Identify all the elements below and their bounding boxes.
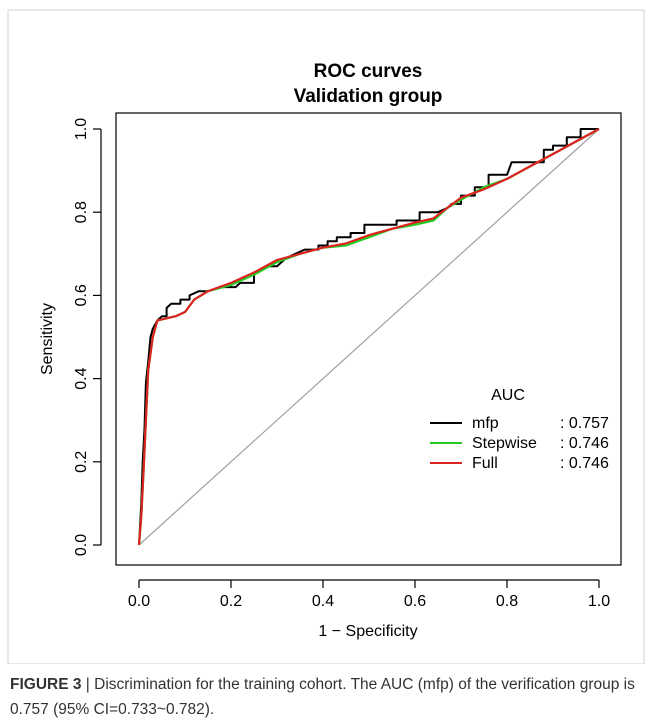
series-layer: [137, 128, 600, 546]
x-axis-label: 1 − Specificity: [318, 623, 417, 640]
series-line-mfp: [138, 128, 599, 546]
y-tick-label: 0.2: [73, 451, 90, 473]
x-tick-label: 0.4: [312, 593, 334, 610]
legend: AUC mfp : 0.757 Stepwise : 0.746 Full : 0.746: [430, 387, 609, 472]
x-tick-label: 0.2: [220, 593, 242, 610]
reference-diagonal-line: [138, 128, 600, 546]
x-tick-label: 1.0: [588, 593, 610, 610]
x-tick-label: 0.8: [496, 593, 518, 610]
figure-panel-border: [7, 9, 645, 664]
legend-auc-stepwise: : 0.746: [560, 435, 609, 452]
legend-label-full: Full: [472, 455, 498, 472]
legend-label-mfp: mfp: [472, 415, 499, 432]
roc-chart: ROC curves Validation group 0.0 0.2 0.4 0.6…: [7, 9, 645, 664]
y-tick-label: 0.4: [73, 367, 90, 389]
y-axis-label: Sensitivity: [39, 303, 56, 375]
y-tick-label: 0.8: [73, 201, 90, 223]
legend-label-stepwise: Stepwise: [472, 435, 537, 452]
series-line-full: [137, 128, 600, 546]
y-tick-label: 0.6: [73, 284, 90, 306]
caption-separator: |: [81, 676, 95, 693]
caption-text: Discrimination for the training cohort. …: [10, 676, 635, 718]
legend-title: AUC: [491, 387, 525, 404]
chart-title: ROC curves: [314, 61, 423, 82]
figure-caption: FIGURE 3 | Discrimination for the traini…: [10, 672, 640, 722]
plot-area: [115, 112, 622, 566]
caption-label: FIGURE 3: [10, 676, 82, 693]
chart-subtitle: Validation group: [294, 86, 443, 107]
y-tick-label: 0.0: [73, 534, 90, 556]
x-tick-label: 0.0: [128, 593, 150, 610]
legend-auc-full: : 0.746: [560, 455, 609, 472]
x-tick-label: 0.6: [404, 593, 426, 610]
y-tick-label: 1.0: [73, 118, 90, 140]
axes: 0.0 0.2 0.4 0.6 0.8 1.0 0.0 0.2 0.4 0.6 0.8 1.0: [73, 118, 610, 610]
reference-line-layer: [138, 128, 600, 546]
legend-auc-mfp: : 0.757: [560, 415, 609, 432]
